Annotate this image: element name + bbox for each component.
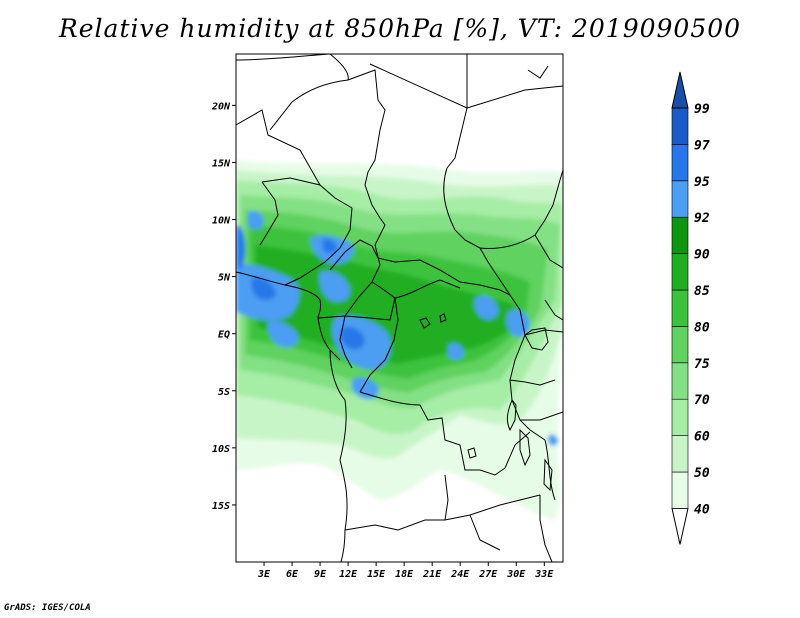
- colorbar-top-arrow: [671, 71, 689, 109]
- colorbar-segment: [671, 398, 689, 436]
- lon-tick-label: 18E: [395, 569, 414, 580]
- map-title: Relative humidity at 850hPa [%], VT: 201…: [58, 14, 742, 43]
- colorbar-level-label: 92: [694, 211, 710, 226]
- colorbar-segment: [671, 362, 689, 400]
- colorbar-segment: [671, 435, 689, 473]
- colorbar-level-label: 75: [694, 357, 710, 372]
- lon-tick-label: 9E: [314, 569, 327, 580]
- colorbar-segment: [671, 180, 689, 218]
- colorbar-level-label: 95: [694, 175, 710, 190]
- colorbar-segment: [671, 144, 689, 182]
- map-frame: [235, 53, 564, 563]
- colorbar: 40 50 60 70 75 80 85 90 92 95 97 99: [671, 71, 710, 545]
- lon-tick-label: 27E: [478, 569, 498, 580]
- colorbar-segment: [671, 326, 689, 364]
- lon-tick-label: 24E: [450, 569, 470, 580]
- lat-tick-label: EQ: [218, 330, 230, 341]
- colorbar-segment: [671, 289, 689, 327]
- lat-tick-label: 5N: [218, 273, 231, 284]
- lon-tick-label: 30E: [506, 569, 526, 580]
- colorbar-level-label: 85: [694, 284, 710, 299]
- colorbar-level-label: 99: [694, 102, 710, 117]
- colorbar-level-label: 40: [694, 502, 710, 517]
- lon-tick-label: 21E: [422, 569, 442, 580]
- lat-tick-label: 15N: [212, 158, 231, 169]
- lat-tick-label: 10S: [212, 444, 230, 455]
- lat-tick-label: 15S: [212, 501, 230, 512]
- colorbar-level-label: 50: [694, 466, 710, 481]
- country-borders: [236, 54, 563, 562]
- humidity-field: [236, 160, 563, 520]
- lat-tick-label: 20N: [211, 101, 231, 112]
- lat-tick-label: 10N: [212, 216, 231, 227]
- colorbar-segment: [671, 471, 689, 509]
- colorbar-segment: [671, 253, 689, 291]
- grads-credit: GrADS: IGES/COLA: [4, 603, 91, 613]
- lon-tick-label: 12E: [339, 569, 358, 580]
- colorbar-level-label: 90: [694, 248, 710, 263]
- colorbar-segment: [671, 107, 689, 145]
- longitude-axis: 3E 6E 9E 12E 15E 18E 21E 24E 27E 30E 33E: [257, 562, 554, 580]
- lon-tick-label: 33E: [534, 569, 554, 580]
- lon-tick-label: 6E: [286, 569, 299, 580]
- latitude-axis: 20N 15N 10N 5N EQ 5S 10S 15S: [211, 101, 236, 512]
- humidity-zone-level-9: [236, 224, 365, 350]
- colorbar-level-label: 97: [694, 138, 710, 153]
- colorbar-level-label: 80: [694, 320, 710, 335]
- colorbar-level-label: 70: [694, 393, 710, 408]
- colorbar-bottom-arrow: [671, 507, 689, 545]
- lon-tick-label: 3E: [257, 569, 271, 580]
- lon-tick-label: 15E: [367, 569, 386, 580]
- lat-tick-label: 5S: [218, 387, 230, 398]
- colorbar-level-label: 60: [694, 430, 710, 445]
- colorbar-segment: [671, 216, 689, 254]
